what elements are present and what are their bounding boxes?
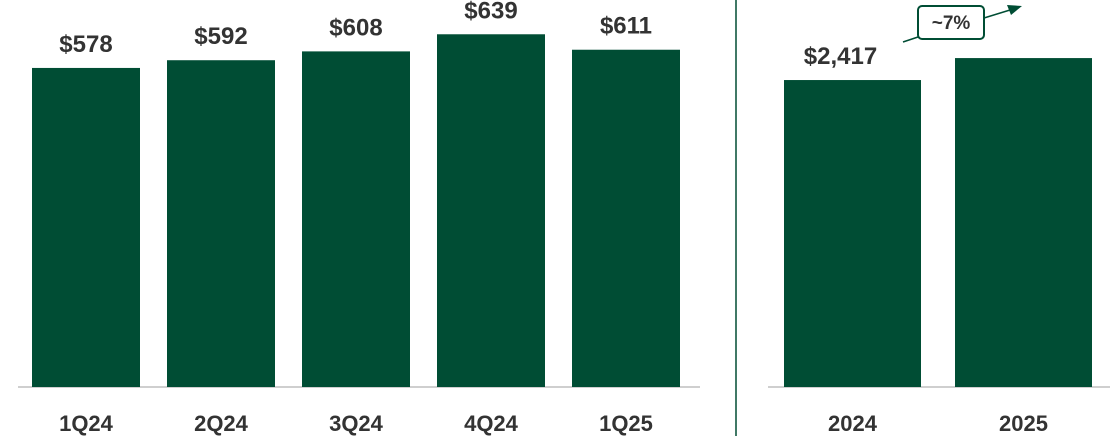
quarterly-bar-2Q24 [167, 60, 275, 387]
quarterly-value-label-2Q24: $592 [194, 23, 247, 50]
quarterly-value-label-4Q24: $639 [464, 0, 517, 24]
quarterly-category-label-4Q24: 4Q24 [464, 411, 519, 436]
annual-value-label-2024: $2,417 [804, 43, 877, 70]
quarterly-bar-3Q24 [302, 51, 410, 387]
annual-bar-2024 [784, 80, 921, 387]
growth-annotation: ~7% [902, 5, 1022, 43]
quarterly-bar-1Q24 [32, 67, 140, 387]
quarterly-category-label-1Q25: 1Q25 [599, 411, 653, 436]
growth-arrow-line [983, 9, 1011, 19]
annual-bar-chart: $2,417 2024 2025 [784, 43, 1092, 436]
quarterly-value-label-1Q24: $578 [59, 31, 112, 58]
quarterly-category-label-2Q24: 2Q24 [194, 411, 249, 436]
quarterly-bar-chart: $578 1Q24 $592 2Q24 $608 3Q24 $639 4Q24 $611 1Q25 [32, 0, 680, 436]
growth-callout-label: ~7% [932, 13, 971, 34]
quarterly-value-label-1Q25: $611 [600, 13, 652, 40]
growth-arrow-head [1007, 5, 1022, 15]
quarterly-bar-4Q24 [437, 34, 545, 387]
annual-category-label-2025: 2025 [999, 411, 1048, 436]
growth-callout-box [917, 5, 985, 40]
quarterly-category-label-3Q24: 3Q24 [329, 411, 384, 436]
annual-bar-2025 [955, 58, 1092, 387]
quarterly-bar-1Q25 [572, 49, 680, 388]
growth-connector [902, 36, 919, 43]
quarterly-category-label-1Q24: 1Q24 [59, 411, 114, 436]
quarterly-value-label-3Q24: $608 [329, 14, 382, 41]
annual-category-label-2024: 2024 [828, 411, 878, 436]
